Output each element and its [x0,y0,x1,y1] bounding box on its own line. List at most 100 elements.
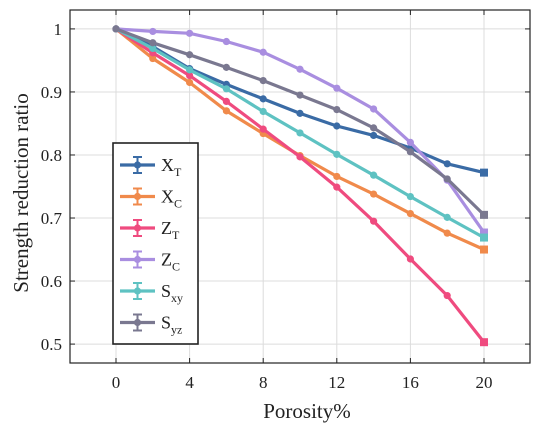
data-point [480,338,488,347]
data-point [333,150,341,158]
legend-marker [133,255,142,264]
legend-label-subscript: xy [171,291,183,305]
data-point [186,71,194,80]
data-point [333,183,341,191]
data-point [186,29,194,37]
legend-label-main: S [161,281,171,301]
legend-label: XC [161,187,182,211]
data-point [443,213,451,221]
data-point [480,233,488,242]
legend-item: Syz [120,313,182,337]
legend-label: ZT [161,218,180,242]
data-point [296,91,304,99]
data-point [186,51,194,59]
legend-marker [133,161,142,169]
data-point [443,175,451,183]
data-point [406,255,414,263]
data-point [149,54,157,63]
data-point [443,291,451,300]
data-point [406,192,414,201]
y-tick-label: 0.8 [41,146,62,165]
legend-marker [133,318,142,327]
data-point [222,97,230,106]
legend-label: XT [161,155,182,179]
data-point [259,107,267,116]
legend-label-main: Z [161,218,172,238]
series-s-xy [112,25,488,242]
legend-label-subscript: T [172,228,180,242]
x-tick-label: 8 [259,373,268,392]
legend-marker [133,192,142,201]
data-point [333,172,341,181]
y-tick-label: 0.5 [41,335,62,354]
legend-label-main: S [161,313,171,333]
y-tick-label: 0.6 [41,272,62,291]
data-point [406,148,414,156]
plot-frame [69,9,531,364]
data-point [480,168,488,177]
legend-item: XC [120,187,182,211]
legend-marker [133,224,142,232]
legend-label: Sxy [161,281,183,305]
data-point [296,129,304,137]
legend-label: ZC [161,250,180,274]
data-point [406,138,414,146]
data-point [370,131,378,140]
data-point [296,153,304,161]
legend-label-main: X [161,187,174,207]
x-tick-label: 20 [476,373,493,392]
series-layer [112,25,488,347]
data-point [149,39,157,47]
x-axis-title: Porosity% [263,399,351,423]
x-tick-label: 4 [185,373,194,392]
legend-item: ZC [120,250,180,274]
data-point [480,245,488,254]
data-point [296,109,304,117]
data-point [186,66,194,74]
legend-item: XT [120,155,182,179]
data-point [222,107,230,115]
data-point [149,44,157,53]
data-point [370,105,378,113]
legend-label-main: X [161,155,174,175]
legend-item: ZT [120,218,180,242]
data-point [333,105,341,114]
legend-label-main: Z [161,250,172,270]
ticks: 0 4 8 12 16 20 0.5 0.6 0.7 0.8 0.9 1 [41,10,530,392]
x-tick-label: 0 [112,373,121,392]
data-point [406,210,414,218]
legend-label-subscript: C [174,197,182,211]
legend-label-subscript: T [174,165,182,179]
data-point [333,122,341,130]
y-tick-label: 1 [54,20,63,39]
legend-marker [133,287,142,295]
x-tick-label: 16 [402,373,419,392]
y-tick-label: 0.9 [41,83,62,102]
data-point [443,160,451,168]
data-point [112,25,120,33]
data-point [186,78,194,87]
data-point [222,63,230,71]
data-point [296,65,304,73]
data-point [370,217,378,225]
data-point [259,48,267,56]
data-point [333,84,341,92]
data-point [370,190,378,198]
legend-item: Sxy [120,281,183,305]
data-point [149,27,157,36]
x-tick-label: 12 [328,373,345,392]
legend-label-subscript: yz [171,323,182,337]
data-point [443,229,451,237]
data-point [259,95,267,103]
data-point [259,125,267,133]
data-point [222,37,230,46]
legend-label-subscript: C [172,260,180,274]
legend-box [112,142,199,345]
data-point [222,85,230,93]
data-point [370,171,378,179]
series-s-yz [112,25,488,219]
data-point [259,77,267,85]
y-tick-label: 0.7 [41,209,63,228]
